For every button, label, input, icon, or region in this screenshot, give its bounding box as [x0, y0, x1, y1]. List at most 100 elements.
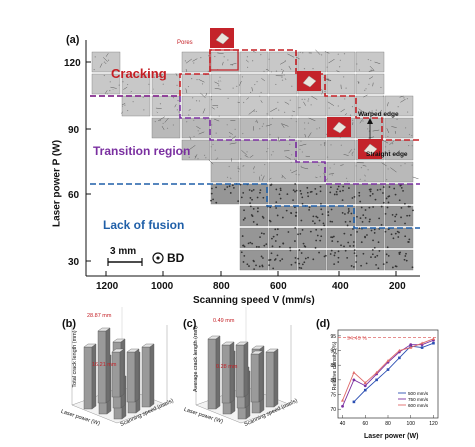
x-tick-1000: 1000: [151, 281, 174, 292]
micrograph-tile: [91, 73, 121, 95]
micrograph-tile: [210, 183, 240, 205]
micrograph-tile: [297, 117, 327, 139]
sample-photo-inset: [327, 117, 351, 137]
micrograph-tile: [295, 49, 327, 73]
bar-3d: [250, 350, 264, 403]
micrograph-tile: [355, 249, 385, 271]
micrograph-tile: [121, 73, 151, 95]
micrograph-tile: [323, 73, 356, 95]
bar-3d: [207, 335, 221, 410]
panel-a-letter: (a): [66, 34, 80, 46]
micrograph-tile: [381, 161, 419, 183]
series-point: [375, 370, 379, 374]
x-tick-600: 600: [270, 281, 287, 292]
micrograph-tile: [181, 92, 211, 117]
panel-c-letter: (c): [183, 318, 197, 330]
micrograph-tile: [268, 205, 298, 227]
warped-edge-label: Warped edge: [358, 111, 399, 118]
series-point: [397, 348, 401, 352]
panel-c-max: 0.49 mm: [213, 318, 235, 324]
bar-3d: [141, 343, 155, 408]
panel-c-min: 0.28 mm: [216, 364, 238, 370]
y-tick-label: 90: [330, 349, 336, 355]
micrograph-tile: [151, 95, 181, 117]
micrograph-tile: [239, 117, 271, 139]
legend-label: 600 mm/s: [408, 403, 429, 408]
micrograph-tile: [210, 73, 240, 95]
panel-d-ylabel: Relative density (%): [332, 341, 338, 391]
micrograph-tile: [239, 205, 269, 227]
series-point: [432, 341, 435, 345]
series-point: [363, 381, 367, 384]
micrograph-tile: [210, 95, 244, 117]
bar-3d: [221, 341, 235, 404]
micrograph-tile: [268, 117, 298, 139]
micrograph-tile: [384, 205, 414, 227]
panel-d-reference-label: 94.49 %: [347, 336, 368, 342]
micrograph-tile: [384, 227, 414, 249]
series-point: [340, 398, 345, 402]
x-tick-label: 80: [385, 421, 391, 427]
micrograph-tile: [268, 227, 298, 249]
sample-photo-inset: [210, 28, 234, 48]
micrograph-tile: [210, 135, 240, 162]
micrograph-tile: [239, 73, 269, 95]
y-tick-30: 30: [68, 257, 80, 268]
panel-c-z-label: Average crack length (mm): [193, 326, 199, 392]
micrograph-tile: [181, 117, 211, 142]
y-tick-label: 95: [330, 334, 336, 340]
series-point: [431, 337, 436, 340]
x-tick-label: 100: [407, 421, 416, 427]
micrograph-tile: [268, 161, 298, 183]
micrograph-tile: [181, 139, 211, 161]
y-tick-label: 85: [330, 363, 336, 369]
micrograph-tile: [210, 51, 240, 73]
micrograph-tile: [208, 159, 241, 183]
micrograph-tile: [384, 95, 414, 117]
micrograph-tile: [384, 249, 414, 271]
micrograph-tile: [324, 51, 356, 73]
y-tick-90: 90: [68, 125, 80, 136]
micrograph-tile: [297, 205, 327, 227]
micrograph-tile: [181, 73, 211, 98]
micrograph-tile: [297, 249, 327, 271]
straight-edge-label: Straight edge: [366, 151, 408, 158]
micrograph-tile: [239, 249, 269, 271]
micrograph-tile: [297, 95, 327, 117]
y-tick-label: 70: [330, 407, 336, 413]
sample-photo-inset: [297, 71, 321, 91]
series-point: [386, 359, 390, 362]
series-point: [386, 368, 390, 371]
micrograph-tile: [324, 161, 356, 183]
x-tick-200: 200: [389, 281, 406, 292]
bar-3d: [235, 341, 249, 398]
series-point: [341, 404, 344, 408]
series-line: [353, 342, 434, 403]
micrograph-tile: [239, 95, 269, 117]
micrograph-tile: [355, 227, 385, 249]
bar-3d: [97, 327, 111, 404]
y-tick-label: 75: [330, 393, 336, 399]
panel-c-bars: [195, 307, 292, 424]
build-direction-label: BD: [167, 251, 185, 265]
pores-highlight-box: [209, 49, 239, 71]
transition-label: Transition region: [93, 144, 191, 158]
panel-d-letter: (d): [316, 318, 331, 330]
micrograph-tile: [268, 51, 298, 73]
series-point: [409, 343, 413, 347]
micrograph-tile: [355, 205, 385, 227]
micrograph-tile: [239, 50, 270, 73]
series-point: [375, 378, 378, 382]
panel-b-z-label: Total crack length (mm): [72, 330, 78, 388]
micrograph-tile: [326, 139, 356, 161]
series-point: [363, 388, 367, 392]
micrograph-tile: [355, 183, 385, 205]
micrograph-tile: [355, 94, 385, 117]
panel-b-max: 28.87 mm: [87, 313, 112, 319]
cracking-label: Cracking: [111, 66, 167, 81]
micrograph-tile: [121, 95, 151, 117]
micrograph-tile: [210, 117, 240, 139]
micrograph-tile: [181, 51, 211, 73]
